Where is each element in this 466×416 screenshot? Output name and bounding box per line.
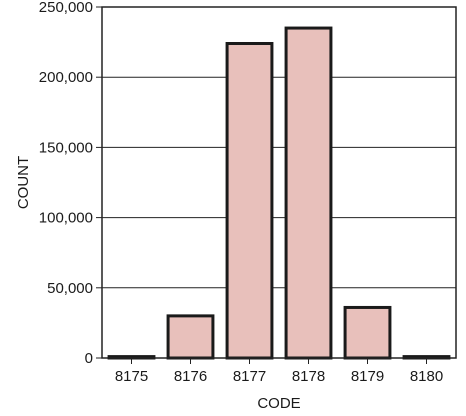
x-tick-label: 8177 bbox=[233, 368, 266, 385]
y-tick-label: 100,000 bbox=[39, 210, 93, 227]
plot-frame bbox=[101, 6, 457, 359]
x-axis-ticks: 8175 8176 8177 8178 8179 8180 bbox=[115, 358, 443, 385]
bar-8178 bbox=[284, 26, 333, 360]
bar-8179 bbox=[343, 305, 392, 360]
x-axis-title: CODE bbox=[257, 395, 300, 412]
y-tick-label: 0 bbox=[85, 350, 93, 367]
x-tick-label: 8176 bbox=[174, 368, 207, 385]
x-tick-label: 8178 bbox=[292, 368, 325, 385]
x-tick-label: 8175 bbox=[115, 368, 148, 385]
y-axis-ticks: 0 50,000 100,000 150,000 200,000 250,000 bbox=[39, 0, 102, 367]
x-tick-label: 8179 bbox=[351, 368, 384, 385]
x-tick-label: 8180 bbox=[410, 368, 443, 385]
grid-lines bbox=[102, 6, 456, 359]
y-axis-title: COUNT bbox=[15, 156, 32, 209]
y-tick-label: 50,000 bbox=[47, 280, 93, 297]
y-tick-label: 150,000 bbox=[39, 139, 93, 156]
bar-8177 bbox=[225, 42, 274, 360]
y-tick-label: 200,000 bbox=[39, 69, 93, 86]
bars bbox=[107, 26, 451, 360]
y-tick-label: 250,000 bbox=[39, 0, 93, 16]
bar-8176 bbox=[166, 314, 215, 360]
